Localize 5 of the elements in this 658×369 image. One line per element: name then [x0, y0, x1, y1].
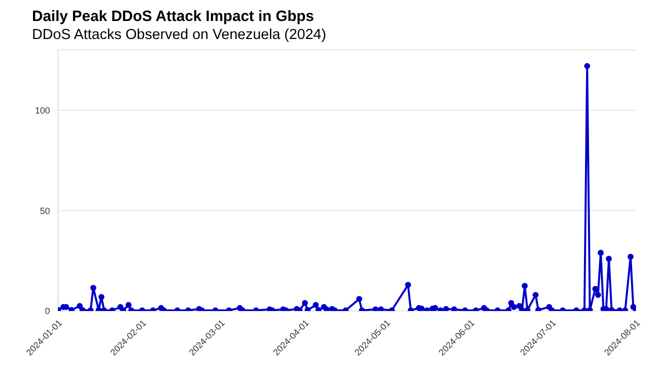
y-tick-label: 0	[44, 306, 50, 316]
y-tick-label: 50	[40, 206, 50, 216]
y-tick-label: 100	[34, 105, 50, 116]
chart-title: Daily Peak DDoS Attack Impact in Gbps	[32, 8, 314, 25]
chart-subtitle: DDoS Attacks Observed on Venezuela (2024)	[32, 27, 326, 43]
